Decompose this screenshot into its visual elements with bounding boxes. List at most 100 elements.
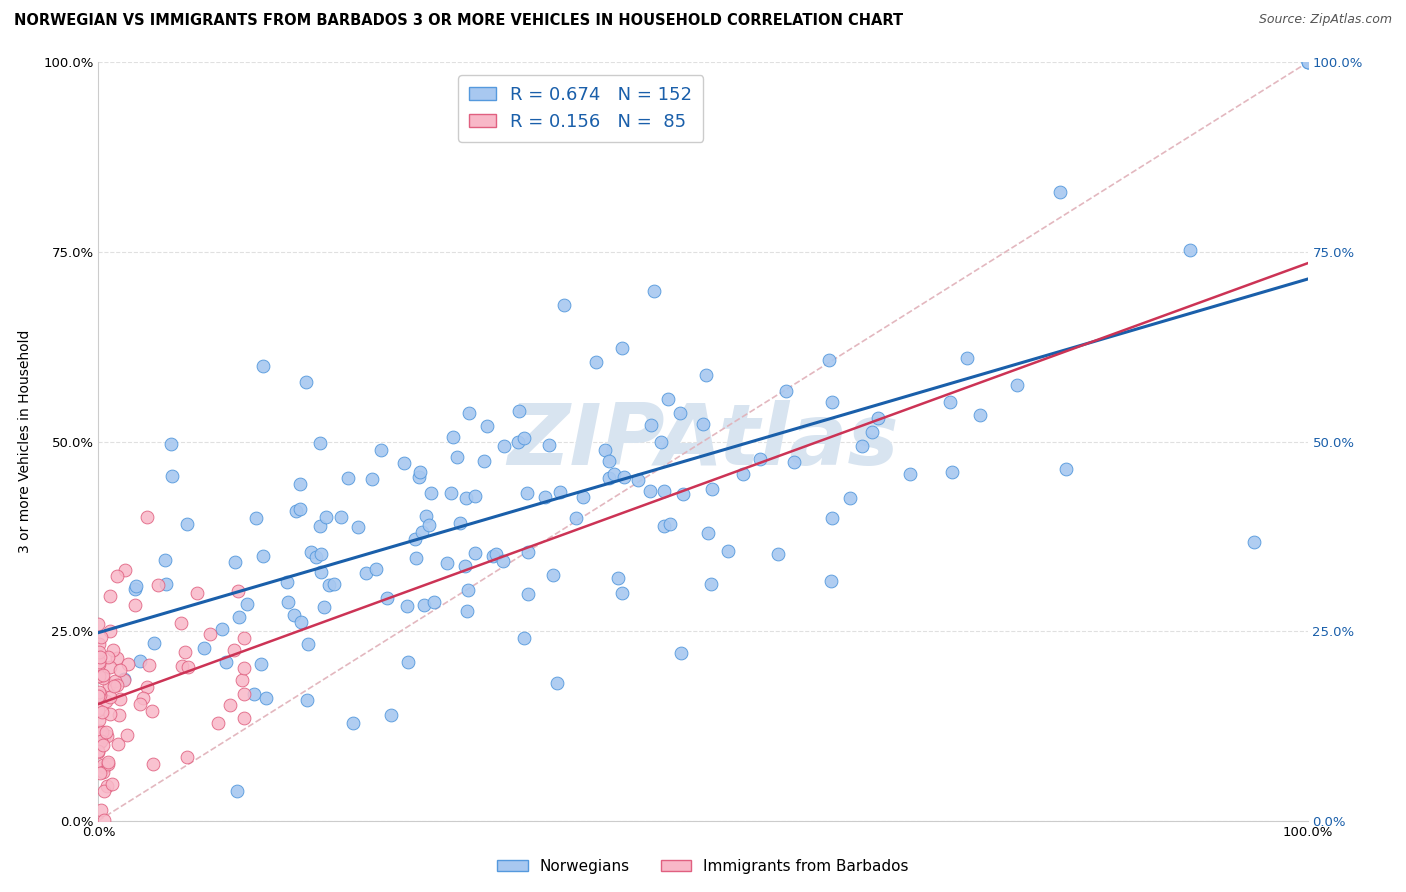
Point [222,642,245,657]
Point [105,651,128,665]
Point [87,745,110,759]
Point [90,630,112,644]
Point [170,615,193,630]
Point [87,659,110,673]
Point [464,489,486,503]
Point [124,599,146,613]
Point [749,451,772,466]
Point [565,510,588,524]
Point [114,564,136,578]
Point [598,453,620,467]
Point [91,738,114,752]
Point [1296,55,1319,70]
Point [638,484,661,499]
Point [342,715,364,730]
Point [1296,55,1319,70]
Point [283,607,305,622]
Point [595,443,617,458]
Point [87,637,110,651]
Point [657,392,679,406]
Point [441,430,464,444]
Point [97,757,120,772]
Point [860,425,883,439]
Point [243,687,266,701]
Point [538,438,561,452]
Point [91,758,114,772]
Point [308,436,330,450]
Point [697,525,720,540]
Point [176,750,198,764]
Point [612,341,634,355]
Point [652,484,675,499]
Point [124,582,146,596]
Point [337,471,360,485]
Point [276,575,298,590]
Point [408,465,430,479]
Point [299,545,322,559]
Point [177,660,200,674]
Point [408,470,430,484]
Point [96,780,118,794]
Point [314,600,336,615]
Point [541,568,564,582]
Text: Source: ZipAtlas.com: Source: ZipAtlas.com [1258,13,1392,27]
Point [87,689,110,703]
Point [516,485,538,500]
Point [87,713,110,727]
Point [90,803,112,817]
Point [252,549,274,564]
Point [91,671,114,685]
Point [98,624,121,638]
Point [288,477,311,491]
Point [93,760,115,774]
Point [652,518,675,533]
Point [207,715,229,730]
Legend: Norwegians, Immigrants from Barbados: Norwegians, Immigrants from Barbados [491,853,915,880]
Point [112,672,135,686]
Point [380,708,402,723]
Point [232,661,254,675]
Point [695,368,717,382]
Point [94,724,117,739]
Point [404,533,426,547]
Point [218,698,240,712]
Point [517,545,540,559]
Point [193,641,215,656]
Point [458,406,481,420]
Point [146,578,169,592]
Point [249,657,271,671]
Point [87,655,110,669]
Y-axis label: 3 or more Vehicles in Household: 3 or more Vehicles in Household [18,330,32,553]
Point [155,577,177,591]
Point [457,582,479,597]
Point [101,777,124,791]
Point [627,473,650,487]
Point [90,734,112,748]
Point [176,517,198,532]
Point [546,676,568,690]
Point [361,472,384,486]
Point [226,583,249,598]
Point [290,615,312,630]
Point [464,545,486,559]
Point [103,679,125,693]
Point [508,403,530,417]
Point [211,623,233,637]
Point [1005,378,1028,392]
Point [472,454,495,468]
Point [135,510,157,524]
Text: ZIPAtlas: ZIPAtlas [508,400,898,483]
Point [969,408,991,422]
Point [939,394,962,409]
Point [640,417,662,432]
Point [91,764,114,779]
Point [820,511,842,525]
Point [162,468,184,483]
Point [105,569,128,583]
Point [650,435,672,450]
Point [232,711,254,725]
Point [415,508,437,523]
Point [315,510,337,524]
Point [395,599,418,614]
Point [138,658,160,673]
